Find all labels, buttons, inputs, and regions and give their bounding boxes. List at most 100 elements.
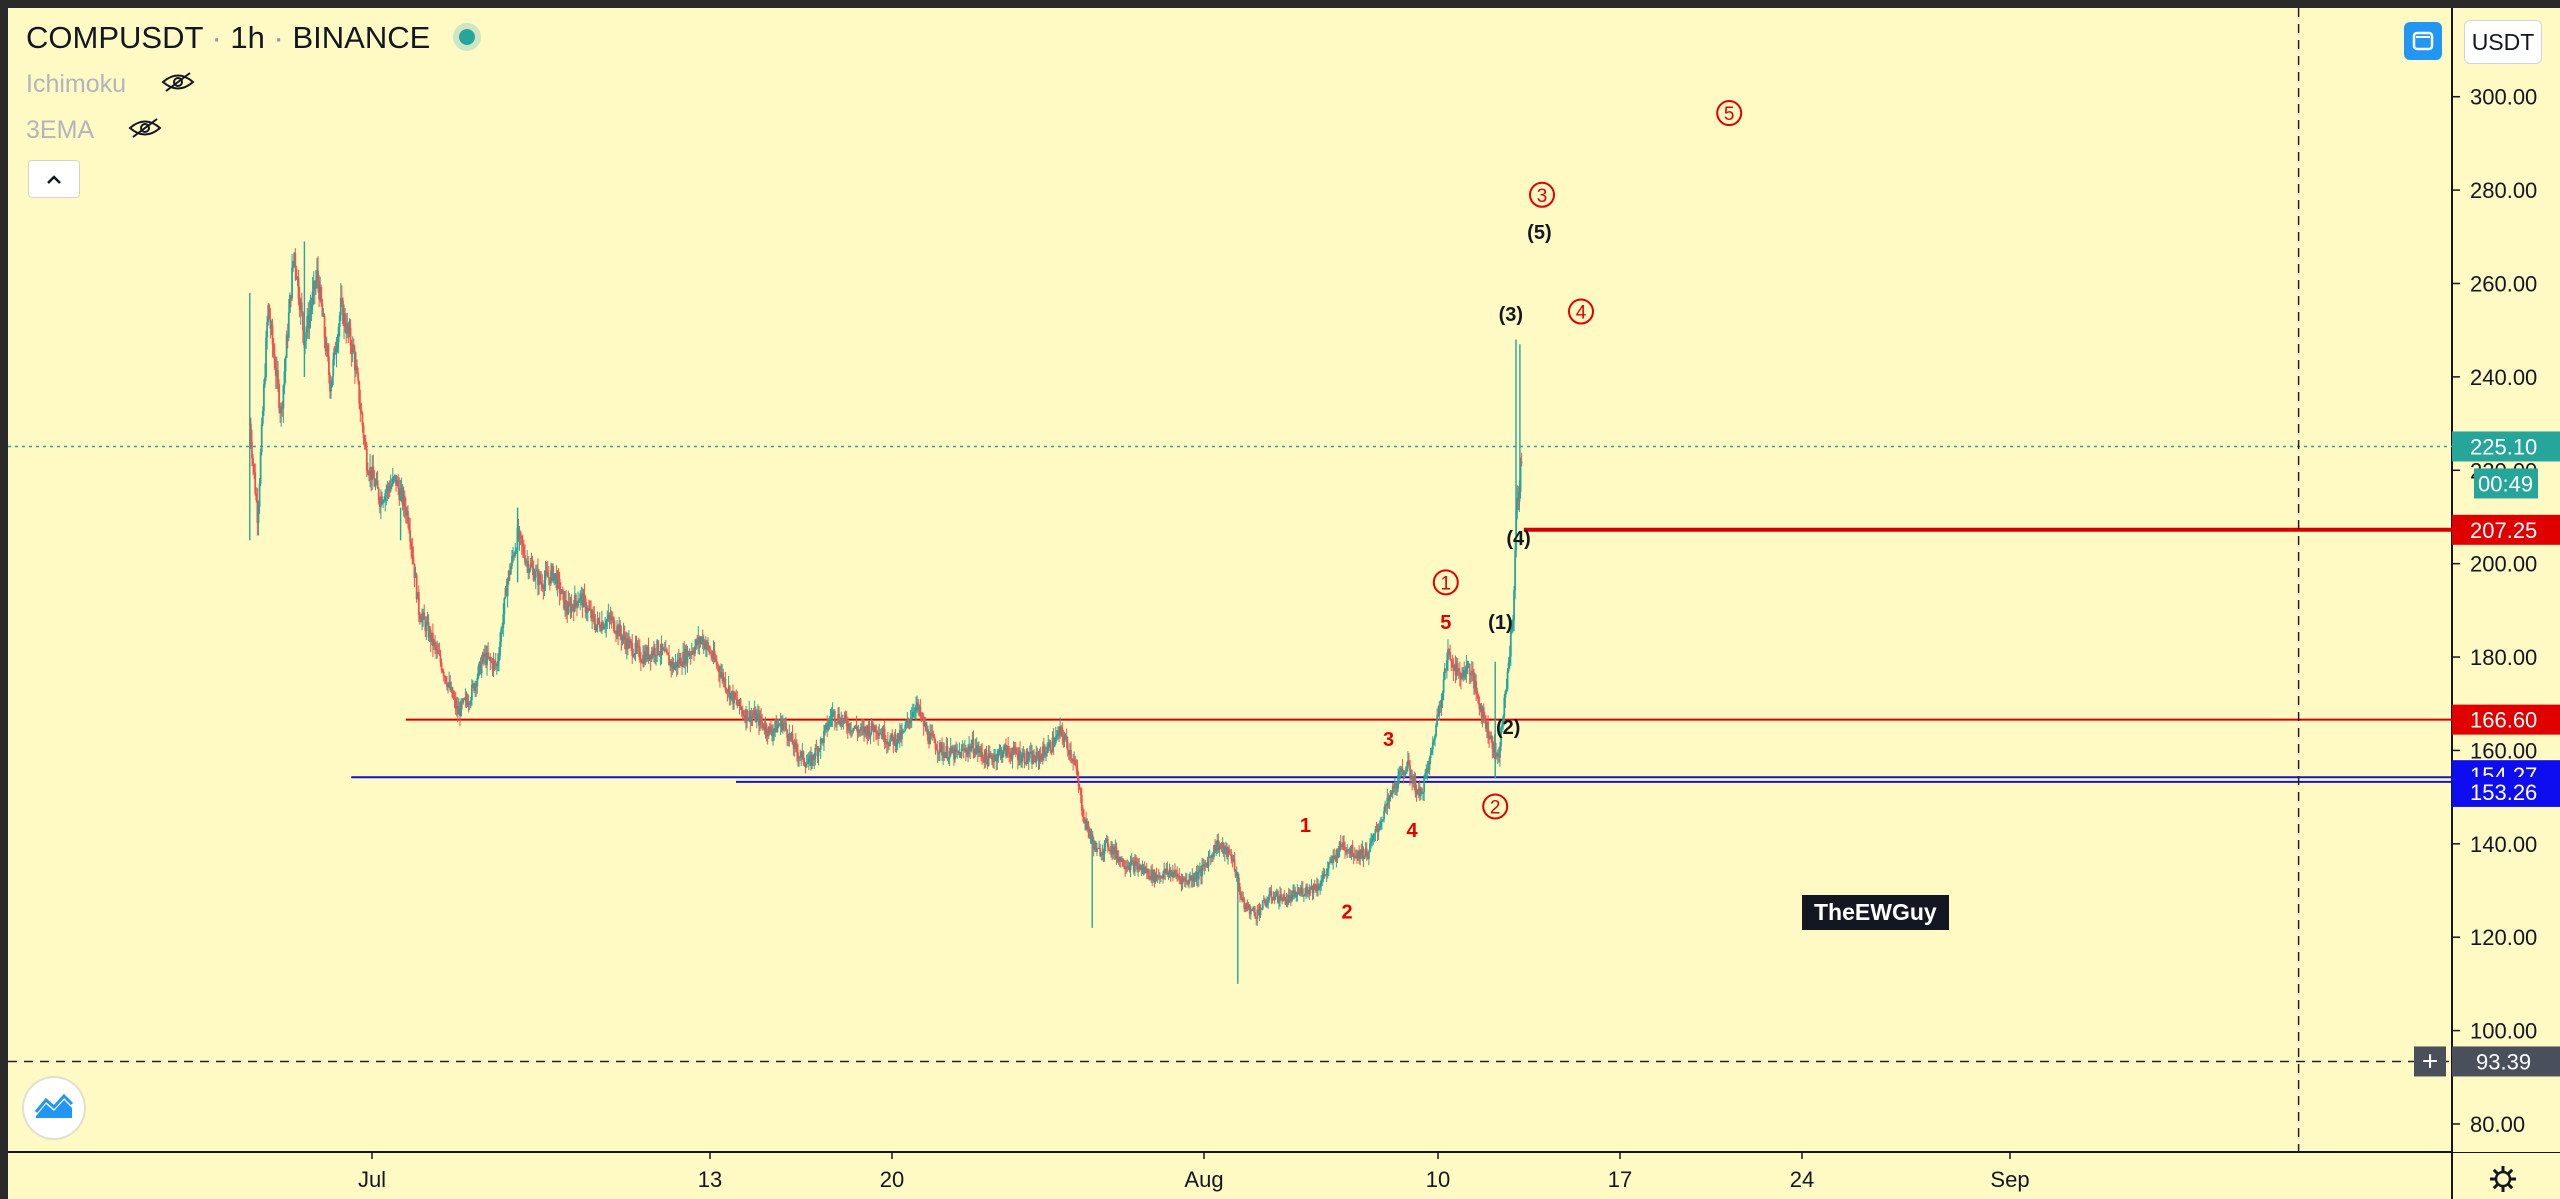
candle-body	[1422, 792, 1424, 794]
candle-body	[1009, 752, 1012, 757]
symbol-header[interactable]: COMPUSDT · 1h · BINANCE	[26, 20, 481, 56]
eye-crossed-icon[interactable]	[161, 71, 195, 100]
candle-body	[269, 318, 272, 329]
candle-body	[469, 700, 472, 704]
candle-body	[1453, 665, 1456, 671]
candle-body	[598, 621, 601, 629]
price-axis[interactable]: 300.00280.00260.00240.00220.00200.00180.…	[2452, 8, 2560, 1152]
candle-body	[580, 593, 583, 595]
candle-body	[1352, 856, 1355, 858]
candle-body	[374, 483, 377, 487]
candle-body	[883, 728, 886, 743]
time-axis[interactable]: Jul 13 20 Aug 10 17 24 Sep	[358, 1152, 2030, 1192]
candle-body	[558, 578, 561, 594]
candle-body	[322, 316, 325, 318]
candle-body	[898, 730, 901, 741]
candle-body	[706, 642, 708, 647]
candle-body	[687, 651, 690, 657]
candle-body	[1301, 888, 1304, 896]
candle-body	[251, 441, 253, 458]
candle-body	[724, 678, 727, 690]
collapse-legend-button[interactable]	[28, 160, 80, 198]
candle-body	[1293, 890, 1296, 892]
candle-body	[1080, 794, 1083, 811]
candle-body	[720, 674, 722, 678]
candle-body	[524, 555, 526, 563]
candle-body	[1504, 691, 1507, 698]
candle-body	[784, 722, 786, 724]
candle-body	[1228, 848, 1231, 854]
candle-body	[1500, 727, 1502, 747]
candle-body	[1122, 858, 1124, 867]
tradingview-logo-button[interactable]	[24, 1078, 84, 1138]
candle-body	[663, 649, 666, 652]
level-price-tag-background	[2452, 776, 2560, 807]
candle-body	[683, 652, 686, 665]
candle-body	[1417, 787, 1420, 790]
candle-body	[801, 751, 804, 753]
scale-toggle-button[interactable]	[2404, 22, 2442, 60]
tradingview-logo-icon	[34, 1093, 74, 1118]
candle-body	[1040, 756, 1043, 761]
candle-body	[649, 654, 652, 660]
candle-body	[635, 642, 638, 648]
eye-crossed-icon[interactable]	[128, 117, 162, 146]
candle-body	[1197, 871, 1200, 880]
candle-body	[1191, 875, 1194, 881]
candle-body	[988, 753, 991, 756]
candle-body	[664, 649, 667, 652]
candle-body	[529, 564, 532, 571]
currency-button[interactable]: USDT	[2464, 20, 2542, 64]
candle-body	[931, 732, 934, 736]
candle-body	[300, 302, 303, 313]
title-separator: ·	[273, 20, 284, 55]
candle-body	[346, 323, 349, 334]
candle-body	[1165, 868, 1168, 874]
candle-body	[1217, 840, 1220, 851]
candle-body	[1131, 860, 1134, 862]
candle-body	[559, 593, 562, 595]
candle-body	[500, 629, 503, 642]
candle-body	[774, 721, 777, 729]
candle-body	[334, 347, 337, 355]
candle-body	[1409, 765, 1411, 777]
candle-body	[470, 685, 473, 701]
candle-body	[917, 702, 920, 711]
candle-body	[412, 556, 415, 564]
candle-body	[1175, 870, 1177, 874]
candle-body	[855, 725, 858, 730]
candle-body	[534, 570, 537, 578]
candle-body	[836, 722, 838, 724]
level-price-tag: 153.26	[2470, 780, 2537, 805]
candle-body	[624, 640, 627, 650]
candle-body	[1454, 665, 1457, 676]
candle-body	[1475, 681, 1478, 691]
candle-body	[682, 652, 685, 667]
candle-body	[1391, 786, 1394, 795]
candle-body	[592, 611, 595, 616]
candle-body	[862, 726, 864, 728]
chart-settings-button[interactable]	[2488, 1164, 2518, 1199]
candle-body	[1064, 736, 1067, 739]
candle-body	[1128, 866, 1131, 871]
candle-body	[1035, 752, 1038, 763]
candle-body	[616, 625, 618, 634]
candle-body	[632, 655, 635, 657]
candle-body	[914, 710, 916, 712]
candle-body	[324, 338, 327, 352]
candle-body	[280, 406, 283, 414]
candle-body	[1205, 863, 1208, 865]
candle-body	[595, 624, 598, 631]
indicator-3ema[interactable]: 3EMA	[26, 116, 162, 146]
candle-body	[1487, 721, 1489, 738]
candle-body	[358, 381, 361, 404]
candle-body	[270, 325, 273, 329]
candle-body	[1034, 761, 1037, 763]
wave-label: 3	[1383, 729, 1394, 751]
indicator-ichimoku[interactable]: Ichimoku	[26, 70, 195, 100]
candle-body	[481, 653, 484, 663]
wave-label: 2	[1341, 902, 1352, 924]
candle-body	[512, 555, 514, 557]
